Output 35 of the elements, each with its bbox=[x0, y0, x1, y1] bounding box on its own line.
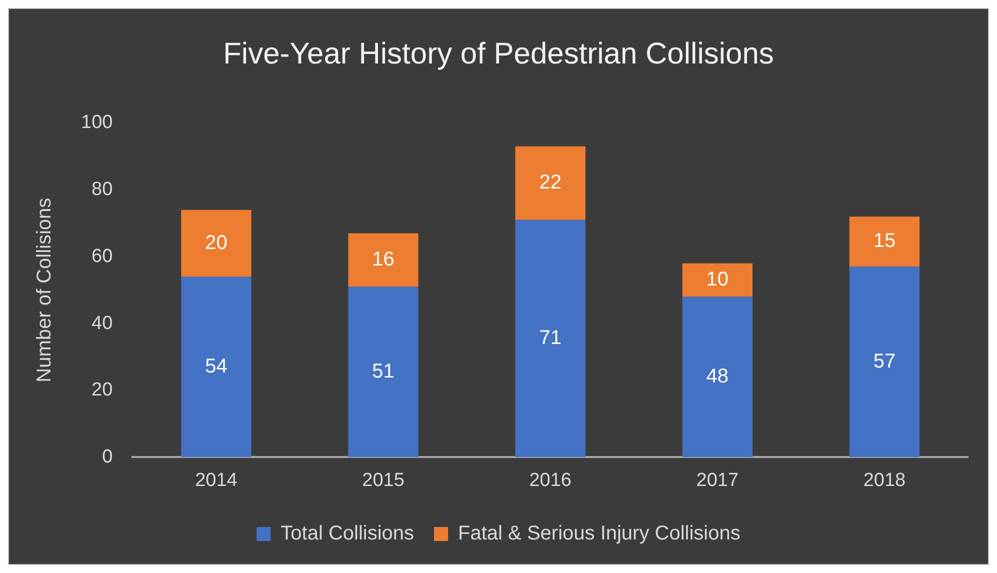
data-label: 10 bbox=[706, 268, 729, 291]
data-label: 54 bbox=[205, 355, 228, 378]
data-label: 15 bbox=[873, 230, 896, 252]
y-tick-label: 100 bbox=[81, 112, 113, 134]
bar bbox=[515, 146, 586, 220]
bar bbox=[682, 296, 752, 458]
y-tick-label: 60 bbox=[92, 246, 113, 267]
y-tick-label: 40 bbox=[92, 312, 113, 334]
data-label: 51 bbox=[372, 360, 394, 382]
chart-title: Five-Year History of Pedestrian Collisions bbox=[223, 37, 774, 70]
data-label: 57 bbox=[873, 350, 896, 372]
bar bbox=[181, 210, 252, 277]
bar bbox=[682, 263, 752, 297]
x-tick-label: 2015 bbox=[362, 470, 404, 491]
x-tick-label: 2018 bbox=[863, 470, 906, 491]
y-axis-title: Number of Collisions bbox=[34, 198, 56, 382]
bar bbox=[181, 276, 252, 458]
y-tick-label: 0 bbox=[102, 446, 113, 468]
data-label: 71 bbox=[539, 327, 562, 350]
bar bbox=[515, 220, 586, 458]
bar bbox=[348, 286, 418, 458]
y-tick-label: 80 bbox=[92, 179, 113, 200]
bar bbox=[849, 266, 920, 458]
data-label: 20 bbox=[205, 232, 228, 254]
data-label: 16 bbox=[372, 248, 394, 271]
x-tick-label: 2014 bbox=[195, 470, 238, 491]
x-tick-label: 2016 bbox=[529, 470, 572, 491]
legend-label: Total Collisions bbox=[280, 522, 414, 545]
x-tick-label: 2017 bbox=[696, 470, 739, 491]
y-tick-label: 20 bbox=[92, 380, 113, 401]
legend-label: Fatal & Serious Injury Collisions bbox=[458, 522, 740, 545]
data-label: 22 bbox=[539, 172, 562, 194]
data-label: 48 bbox=[706, 366, 729, 388]
bar bbox=[849, 216, 920, 267]
bar bbox=[348, 233, 418, 287]
